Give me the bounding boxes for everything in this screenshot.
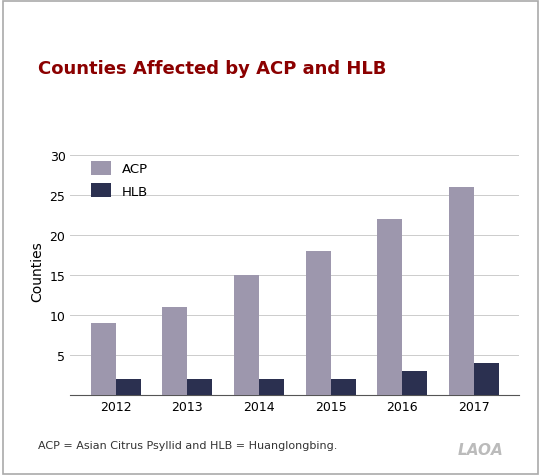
Bar (91, 323, 116, 395)
Bar (259, 379, 284, 395)
Text: ACP = Asian Citrus Psyllid and HLB = Huanglongbing.: ACP = Asian Citrus Psyllid and HLB = Hua… (38, 440, 337, 450)
Bar (449, 188, 474, 395)
Bar (474, 363, 499, 395)
Bar (331, 379, 356, 395)
Bar (306, 251, 331, 395)
Legend: ACP, HLB: ACP, HLB (86, 157, 153, 203)
Text: Counties Affected by ACP and HLB: Counties Affected by ACP and HLB (38, 60, 386, 78)
Bar (116, 379, 141, 395)
Y-axis label: Counties: Counties (30, 241, 44, 302)
Bar (377, 219, 403, 395)
Text: LAOA: LAOA (457, 442, 503, 457)
Bar (162, 307, 187, 395)
Bar (187, 379, 213, 395)
Text: Figure 1: Figure 1 (15, 20, 77, 33)
Bar (403, 371, 427, 395)
Bar (234, 275, 259, 395)
